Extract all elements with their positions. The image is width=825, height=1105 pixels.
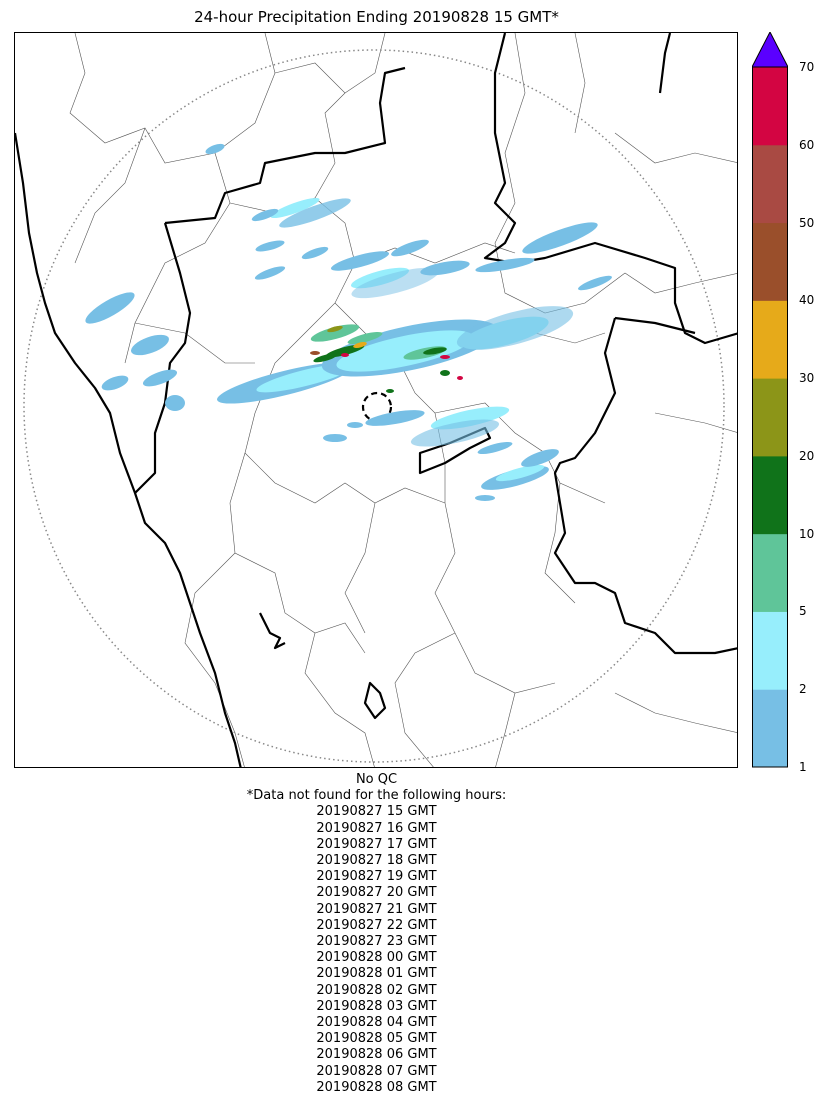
precipitation-map [14,32,738,768]
colorbar-bands [752,67,788,768]
precipitation-swaths [85,143,612,501]
colorbar-band [752,455,788,535]
map-title: 24-hour Precipitation Ending 20190828 15… [194,8,559,26]
colorbar-tick-label: 5 [799,604,807,619]
colorbar-tick-label: 60 [799,137,815,152]
colorbar-outline [752,66,788,768]
colorbar [752,32,788,768]
colorbar-band [752,533,788,612]
missing-hour-item: 20190827 23 GMT [316,934,437,950]
missing-hour-item: 20190827 21 GMT [316,901,437,917]
colorbar-tick-label: 70 [799,60,815,74]
missing-hour-item: 20190827 20 GMT [316,885,437,901]
missing-hour-item: 20190827 18 GMT [316,853,437,869]
colorbar-band [752,300,788,379]
missing-hour-item: 20190828 02 GMT [316,982,437,998]
colorbar-band [752,378,788,457]
notes-block: No QC *Data not found for the following … [14,772,739,1096]
missing-hour-item: 20190827 16 GMT [316,820,437,836]
radar-range-ring [23,49,725,763]
colorbar-tick-label: 40 [799,293,815,308]
colorbar-graphic [752,32,788,768]
colorbar-tick-label: 2 [799,682,807,697]
map-canvas [15,33,737,767]
missing-hour-item: 20190828 01 GMT [316,966,437,982]
missing-hour-item: 20190828 05 GMT [316,1031,437,1047]
colorbar-tick-label: 10 [799,526,815,541]
colorbar-band [752,144,788,224]
missing-hour-item: 20190827 17 GMT [316,836,437,852]
missing-hour-item: 20190828 00 GMT [316,950,437,966]
missing-hour-item: 20190827 22 GMT [316,917,437,933]
state-boundaries [15,33,737,767]
missing-hours-list: 20190827 15 GMT 20190827 16 GMT 20190827 1… [14,804,739,1096]
colorbar-tick-label: 20 [799,448,815,463]
qc-note: No QC [355,772,398,787]
colorbar-extend-arrow [752,32,788,68]
colorbar-band [752,67,788,146]
missing-hour-item: 20190827 19 GMT [316,869,437,885]
colorbar-tick-label: 1 [799,760,807,774]
colorbar-tick-label: 50 [799,215,815,230]
missing-hour-item: 20190828 08 GMT [316,1079,437,1095]
missing-hour-item: 20190828 07 GMT [316,1063,437,1079]
colorbar-band [752,689,788,768]
missing-hour-item: 20190828 03 GMT [316,998,437,1014]
missing-data-header: *Data not found for the following hours: [246,788,507,804]
colorbar-tick-label: 30 [799,371,815,386]
missing-hour-item: 20190827 15 GMT [316,804,437,820]
colorbar-band [752,611,788,690]
colorbar-band [752,222,788,301]
missing-hour-item: 20190828 04 GMT [316,1015,437,1031]
missing-hour-item: 20190828 06 GMT [316,1047,437,1063]
